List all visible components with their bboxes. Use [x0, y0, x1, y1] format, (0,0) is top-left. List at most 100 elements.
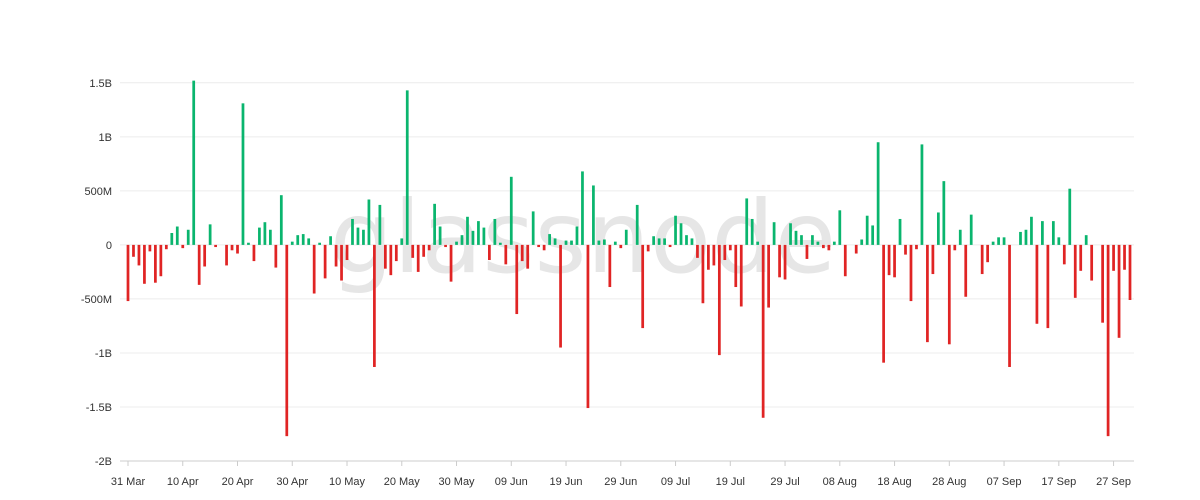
bar-positive	[592, 185, 595, 245]
bar-positive	[674, 215, 677, 245]
bar-positive	[460, 235, 464, 245]
bar-positive	[351, 218, 354, 245]
bar-negative	[843, 244, 847, 277]
bar-positive	[471, 230, 475, 245]
bar-positive	[241, 103, 245, 245]
x-tick-label: 08 Aug	[823, 476, 857, 488]
bar-positive	[750, 218, 754, 245]
bar-negative	[668, 244, 672, 248]
bar-positive	[657, 238, 661, 245]
bar-negative	[887, 244, 891, 276]
bar-negative	[1101, 244, 1104, 323]
bar-positive	[553, 238, 557, 245]
bar-positive	[268, 229, 272, 245]
bar-positive	[991, 241, 995, 245]
x-tick-label: 09 Jul	[661, 476, 690, 488]
x-tick-label: 17 Sep	[1041, 476, 1076, 488]
bar-negative	[559, 244, 562, 348]
x-axis: 31 Mar 10 Apr 20 Apr 30 Apr 10 May 20 May 30 M…	[111, 460, 1134, 488]
bar-negative	[1079, 244, 1083, 271]
bar-negative	[449, 244, 453, 282]
bar-negative	[1090, 244, 1094, 281]
bar-negative	[132, 244, 135, 257]
bar-negative	[822, 244, 825, 249]
bar-negative	[1128, 244, 1132, 300]
bar-negative	[1073, 244, 1077, 298]
bar-negative	[416, 244, 420, 272]
bar-negative	[504, 244, 508, 265]
bar-negative	[537, 244, 541, 248]
bar-positive	[570, 240, 573, 245]
bar-positive	[1024, 229, 1028, 245]
bar-positive	[898, 218, 902, 245]
bar-positive	[247, 242, 250, 245]
bar-negative	[159, 244, 163, 277]
bar-negative	[964, 244, 968, 297]
bar-positive	[564, 240, 568, 245]
bar-positive	[263, 222, 267, 245]
bar-negative	[345, 244, 349, 261]
x-tick-label: 18 Aug	[877, 476, 911, 488]
bar-positive	[663, 238, 666, 245]
bar-negative	[1117, 244, 1121, 338]
bar-positive	[498, 242, 502, 245]
bar-negative	[526, 244, 530, 269]
bar-positive	[433, 203, 436, 245]
bar-positive	[1002, 237, 1006, 245]
bar-negative	[893, 244, 896, 278]
bar-negative	[717, 244, 721, 356]
bar-negative	[340, 244, 343, 281]
y-tick-label: -1.5B	[86, 402, 112, 414]
bar-negative	[1112, 244, 1115, 271]
bar-negative	[608, 244, 612, 288]
bar-positive	[871, 225, 875, 245]
bar-negative	[783, 244, 787, 280]
bar-positive	[958, 229, 962, 245]
bar-negative	[761, 244, 765, 418]
bar-positive	[876, 142, 880, 245]
bar-positive	[405, 90, 409, 245]
bar-positive	[685, 235, 688, 245]
bar-positive	[1084, 235, 1088, 245]
bar-positive	[969, 214, 973, 245]
bar-positive	[597, 240, 601, 245]
bar-negative	[728, 244, 732, 251]
y-tick-label: 1B	[99, 132, 112, 144]
bar-negative	[915, 244, 918, 250]
x-tick-label: 19 Jun	[550, 476, 583, 488]
bar-positive	[816, 241, 820, 245]
bar-negative	[312, 244, 316, 294]
bar-negative	[225, 244, 228, 266]
bar-positive	[482, 227, 486, 245]
bar-negative	[586, 244, 590, 409]
bar-negative	[515, 244, 519, 315]
x-tick-label: 20 Apr	[222, 476, 254, 488]
bar-positive	[690, 238, 694, 245]
bar-negative	[980, 244, 984, 275]
bar-positive	[1068, 188, 1072, 245]
bar-positive	[581, 171, 584, 245]
bar-negative	[953, 244, 957, 251]
bar-positive	[920, 144, 924, 245]
x-tick-label: 28 Aug	[932, 476, 966, 488]
bar-negative	[986, 244, 990, 263]
y-tick-label: -500M	[81, 294, 112, 306]
bar-negative	[148, 244, 152, 252]
bar-positive	[936, 212, 940, 245]
bar-positive	[329, 236, 332, 245]
bar-positive	[997, 237, 1000, 245]
bar-negative	[767, 244, 770, 308]
x-tick-label: 09 Jun	[495, 476, 528, 488]
bar-negative	[778, 244, 781, 278]
bar-positive	[400, 238, 404, 245]
bar-positive	[509, 176, 513, 245]
bar-positive	[838, 210, 842, 245]
x-tick-label: 10 May	[329, 476, 366, 488]
bar-negative	[882, 244, 885, 363]
bar-negative	[805, 244, 809, 259]
bar-positive	[170, 233, 174, 245]
bar-positive	[602, 239, 606, 245]
bar-negative	[389, 244, 393, 276]
x-tick-label: 30 Apr	[276, 476, 308, 488]
